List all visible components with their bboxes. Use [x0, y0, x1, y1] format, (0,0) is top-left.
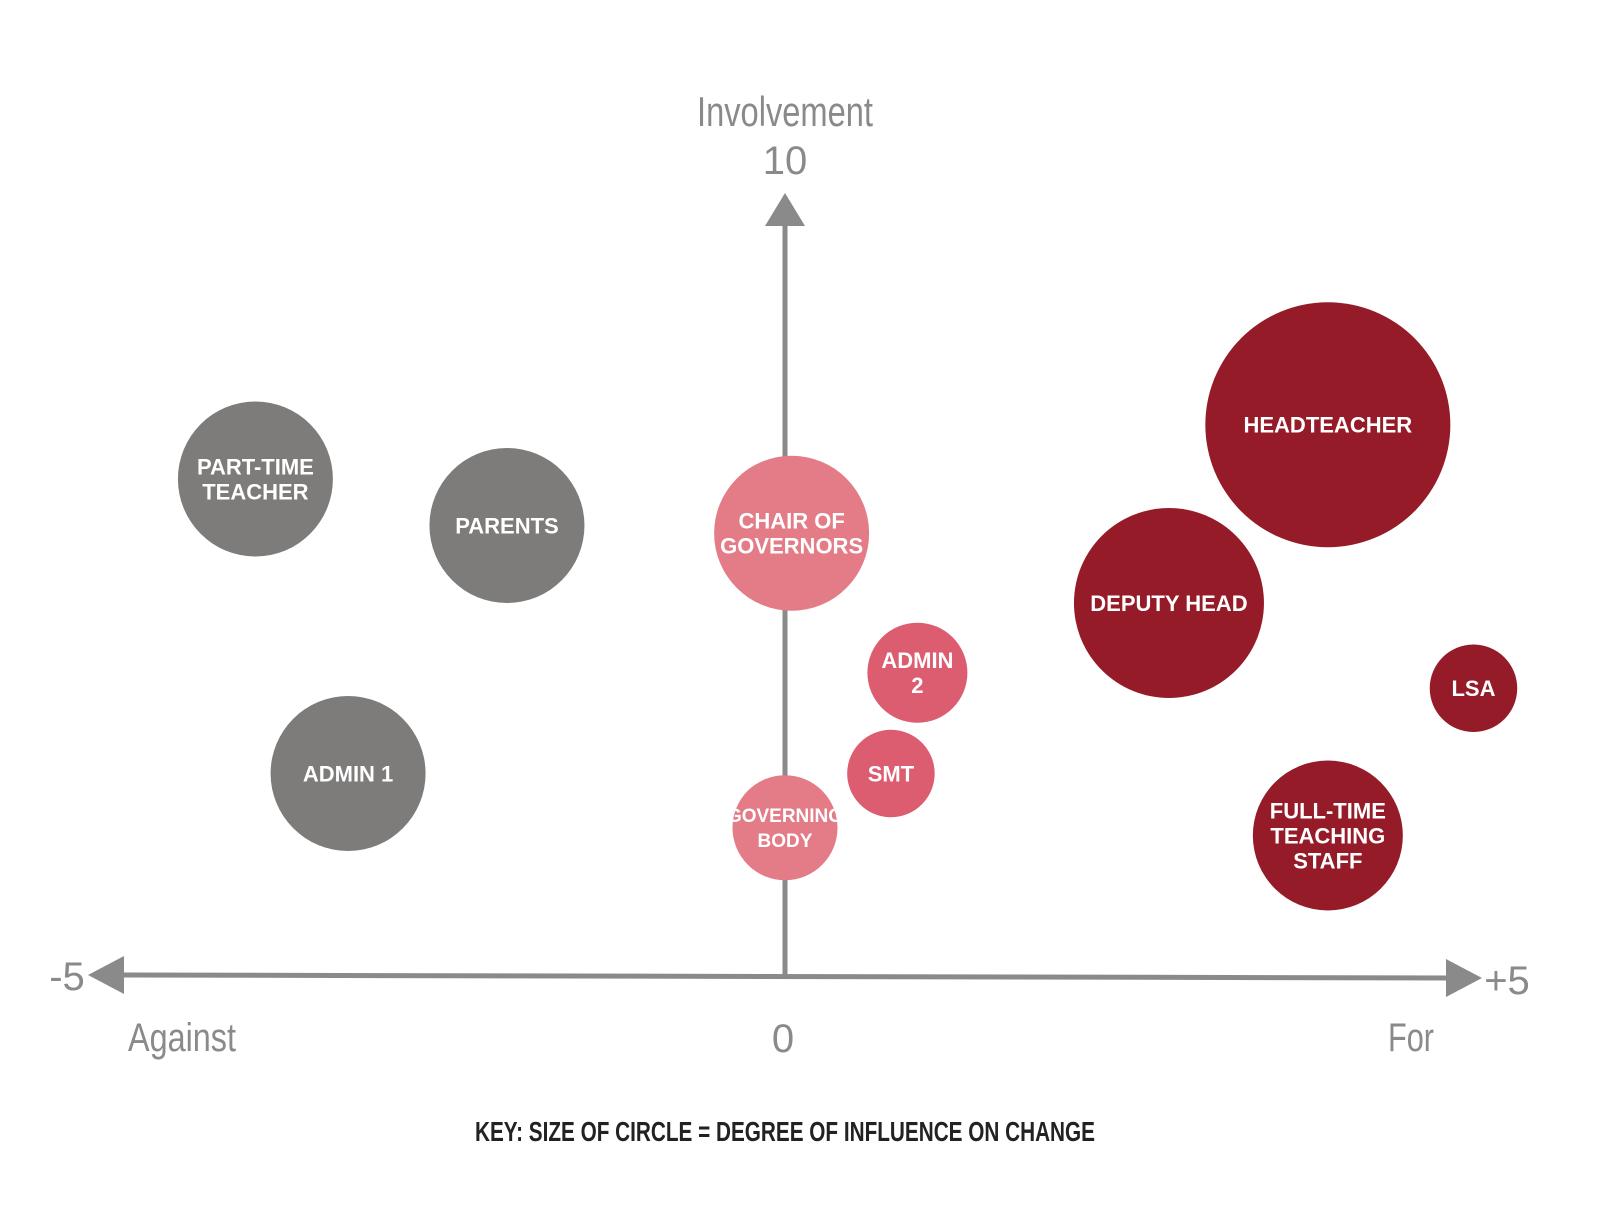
bubble-circle: [867, 622, 968, 723]
bubble-label: TEACHER: [202, 479, 308, 504]
y-axis-arrowhead: [765, 193, 805, 226]
bubble-label: FULL-TIME: [1270, 798, 1386, 823]
bubble-label: 2: [911, 673, 923, 698]
bubble-deputy-head: DEPUTY HEAD: [1073, 508, 1264, 698]
x-axis-right-arrowhead: [1446, 959, 1482, 997]
key-caption: KEY: SIZE OF CIRCLE = DEGREE OF INFLUENC…: [475, 1116, 1095, 1147]
bubble-label: GOVERNORS: [720, 534, 863, 559]
x-axis-max-label: +5: [1484, 959, 1530, 1003]
bubble-smt: SMT: [847, 729, 935, 818]
bubble-circle: [847, 729, 935, 818]
bubble-governing-body: GOVERNING BODY: [727, 775, 843, 881]
bubble-label: ADMIN 1: [303, 761, 393, 786]
bubble-label: DEPUTY HEAD: [1090, 591, 1247, 616]
bubble-label: PARENTS: [455, 513, 559, 538]
bubble-circle: [732, 775, 838, 881]
bubble-circle: [714, 455, 870, 611]
bubble-label: ADMIN: [881, 648, 953, 673]
bubble-circle: [270, 696, 426, 851]
y-axis-max-label: 10: [763, 139, 808, 183]
bubble-label: PART-TIME: [197, 454, 314, 479]
bubble-parents: PARENTS: [429, 448, 585, 603]
bubble-label: SMT: [868, 761, 915, 786]
x-axis-zero-label: 0: [772, 1017, 794, 1061]
bubble-circle: [1205, 302, 1451, 548]
x-axis-min-label: -5: [49, 955, 85, 999]
bubble-label: BODY: [758, 831, 813, 852]
x-axis-line: [117, 972, 1451, 981]
bubble-label: HEADTEACHER: [1243, 413, 1412, 438]
bubble-label: GOVERNING: [727, 806, 843, 827]
bubble-label: CHAIR OF: [738, 509, 844, 534]
bubble-circle: [1429, 644, 1518, 732]
bubble-circle: [1073, 508, 1264, 698]
y-axis-title: Involvement: [697, 88, 873, 135]
bubble-headteacher: HEADTEACHER: [1205, 302, 1451, 548]
x-axis-left-arrowhead: [88, 956, 124, 994]
x-axis-for-label: For: [1388, 1016, 1434, 1060]
bubble-label: TEACHING: [1270, 823, 1385, 848]
x-axis-against-label: Against: [128, 1016, 236, 1060]
bubble-label: STAFF: [1293, 848, 1362, 873]
bubble-circle: [177, 401, 333, 557]
bubble-admin-1: ADMIN 1: [270, 696, 426, 851]
bubble-label: LSA: [1451, 676, 1495, 701]
bubble-lsa: LSA: [1429, 644, 1518, 732]
bubble-circle: [429, 448, 585, 603]
bubble-circle: [1252, 760, 1403, 911]
